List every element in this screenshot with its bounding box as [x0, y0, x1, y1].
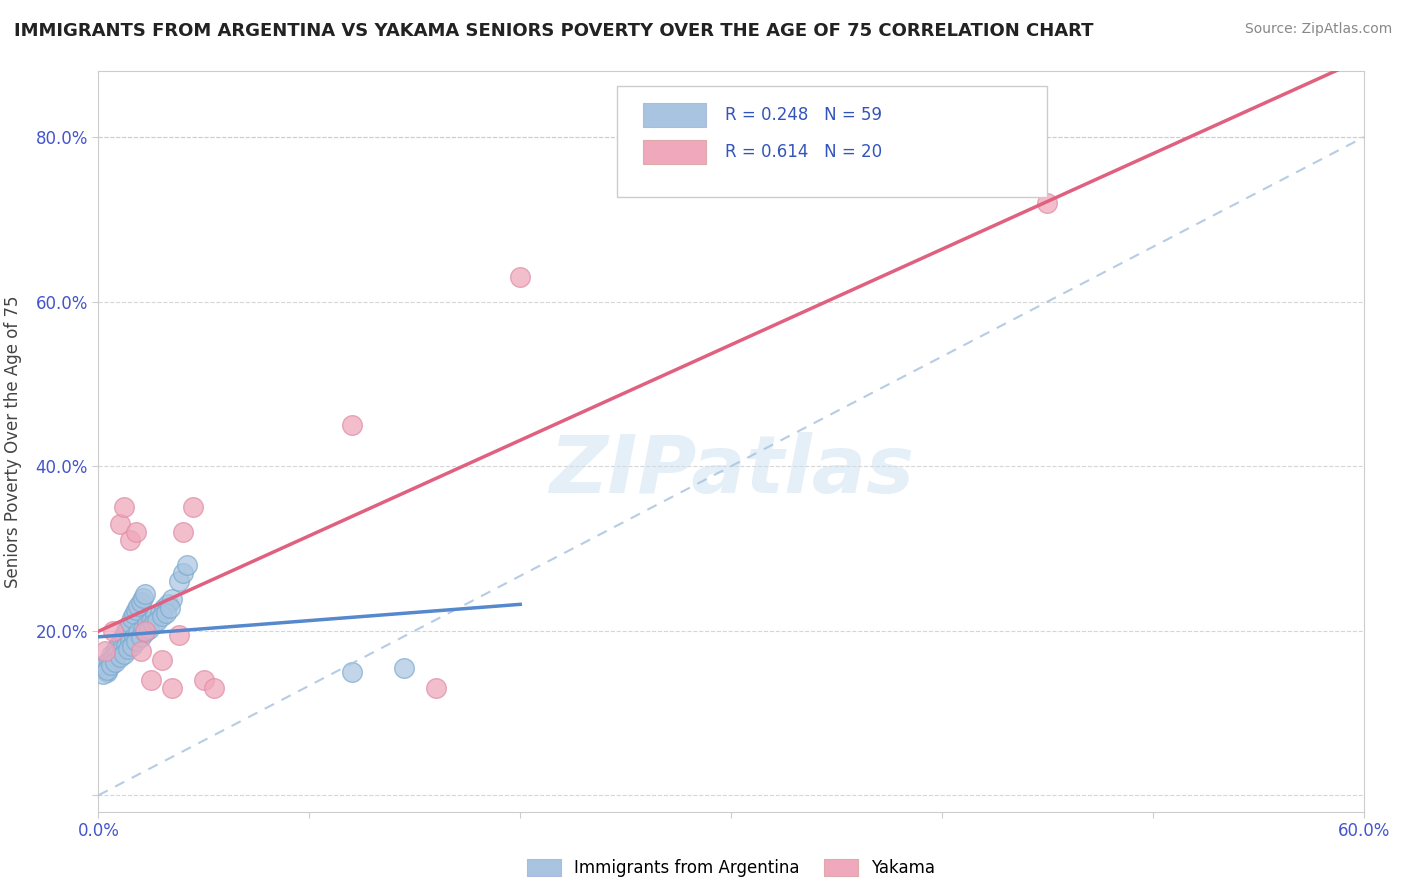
Point: [117, 641, 139, 656]
Point: [129, 644, 152, 658]
Point: [125, 633, 148, 648]
Text: Source: ZipAtlas.com: Source: ZipAtlas.com: [1244, 22, 1392, 37]
Point: [128, 599, 150, 613]
Point: [153, 600, 176, 615]
Point: [111, 632, 132, 646]
Point: [425, 681, 447, 696]
Point: [100, 648, 122, 663]
Point: [1036, 196, 1059, 211]
Point: [142, 617, 165, 632]
Point: [150, 652, 173, 666]
Point: [125, 603, 148, 617]
Point: [509, 270, 531, 285]
Point: [162, 681, 183, 696]
Point: [104, 655, 127, 669]
FancyBboxPatch shape: [643, 140, 706, 164]
Point: [167, 628, 190, 642]
Point: [132, 591, 155, 605]
Point: [124, 607, 146, 622]
Point: [176, 558, 198, 572]
Point: [104, 644, 127, 658]
Point: [91, 661, 114, 675]
Point: [115, 624, 138, 638]
Point: [103, 624, 125, 638]
Point: [134, 587, 156, 601]
Point: [117, 619, 139, 633]
Point: [159, 600, 181, 615]
Point: [138, 622, 160, 636]
Point: [115, 639, 138, 653]
Point: [157, 598, 180, 612]
Point: [112, 647, 135, 661]
Point: [93, 658, 117, 673]
Point: [121, 611, 143, 625]
Point: [103, 652, 125, 666]
Point: [162, 592, 183, 607]
Point: [149, 606, 172, 620]
Point: [120, 615, 141, 630]
Point: [93, 657, 117, 671]
Point: [141, 673, 163, 687]
Point: [128, 625, 150, 640]
Point: [111, 641, 132, 656]
Text: R = 0.248   N = 59: R = 0.248 N = 59: [725, 106, 882, 124]
Point: [124, 630, 146, 644]
Point: [107, 647, 129, 661]
Point: [93, 644, 117, 658]
Point: [100, 658, 122, 673]
Point: [394, 661, 416, 675]
Point: [340, 418, 363, 433]
Point: [120, 633, 141, 648]
FancyBboxPatch shape: [643, 103, 706, 127]
Point: [112, 628, 135, 642]
Point: [155, 606, 177, 620]
Point: [193, 673, 215, 687]
Point: [121, 639, 143, 653]
Point: [183, 500, 205, 515]
Point: [145, 609, 166, 624]
Point: [108, 516, 131, 531]
Point: [129, 595, 152, 609]
Point: [125, 524, 148, 539]
Point: [91, 666, 114, 681]
Point: [141, 614, 163, 628]
Point: [150, 609, 173, 624]
Point: [340, 665, 363, 679]
Text: ZIPatlas: ZIPatlas: [548, 432, 914, 510]
FancyBboxPatch shape: [617, 87, 1047, 197]
Point: [172, 566, 194, 581]
Point: [96, 665, 118, 679]
Point: [204, 681, 226, 696]
Text: IMMIGRANTS FROM ARGENTINA VS YAKAMA SENIORS POVERTY OVER THE AGE OF 75 CORRELATI: IMMIGRANTS FROM ARGENTINA VS YAKAMA SENI…: [14, 22, 1094, 40]
Point: [167, 574, 190, 589]
Point: [136, 617, 159, 632]
Point: [120, 533, 141, 548]
Point: [96, 663, 118, 677]
Legend: Immigrants from Argentina, Yakama: Immigrants from Argentina, Yakama: [527, 859, 935, 878]
Point: [134, 624, 156, 638]
Point: [108, 650, 131, 665]
Point: [172, 524, 194, 539]
Text: R = 0.614   N = 20: R = 0.614 N = 20: [725, 143, 882, 161]
Point: [129, 630, 152, 644]
Point: [146, 614, 169, 628]
Point: [134, 625, 156, 640]
Point: [98, 655, 121, 669]
Point: [132, 622, 155, 636]
Point: [112, 500, 135, 515]
Point: [107, 640, 129, 655]
Point: [108, 636, 131, 650]
Point: [103, 650, 125, 665]
Y-axis label: Seniors Poverty Over the Age of 75: Seniors Poverty Over the Age of 75: [4, 295, 21, 588]
